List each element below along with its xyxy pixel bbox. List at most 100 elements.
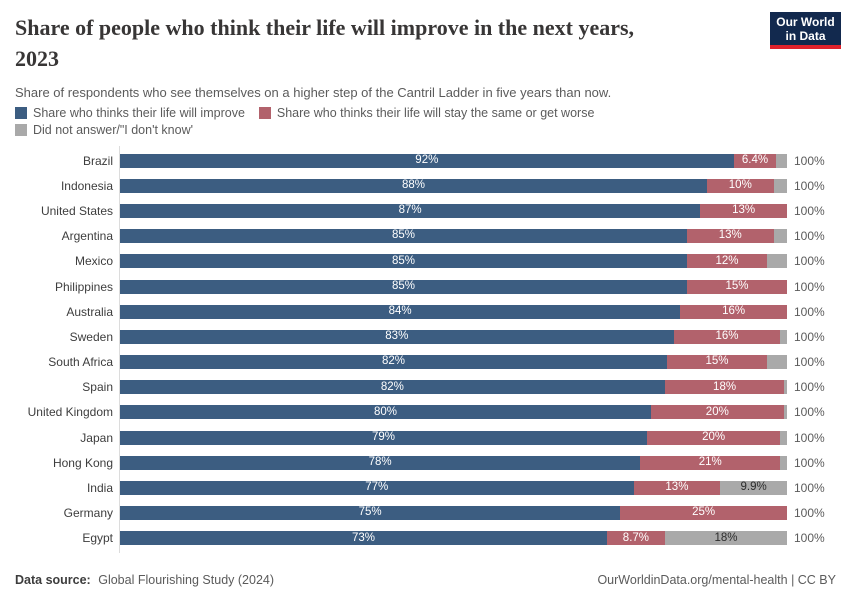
bar-track: 79% 20%	[120, 430, 787, 445]
bar-value-label: 73%	[351, 531, 375, 544]
legend-swatch-worse	[258, 106, 271, 119]
bar-segment-improve: 80%	[120, 405, 651, 420]
bar-track: 92% 6.4%	[120, 153, 787, 168]
bar-segment-no-answer	[766, 355, 787, 370]
bar-value-label: 18%	[714, 531, 738, 544]
row-total-label: 100%	[794, 153, 825, 168]
bar-track: 87% 13%	[120, 203, 787, 218]
bar-segment-improve: 92%	[120, 153, 734, 168]
row-total-label: 100%	[794, 481, 825, 496]
chart-row: Mexico 85% 12% 100%	[0, 249, 850, 274]
bar-segment-worse: 20%	[650, 405, 784, 420]
chart-row: Egypt 73% 8.7% 18% 100%	[0, 526, 850, 551]
country-label: United States	[40, 203, 113, 218]
bar-segment-worse: 6.4%	[733, 153, 777, 168]
chart-row: Spain 82% 18% 100%	[0, 375, 850, 400]
chart-row: Brazil 92% 6.4% 100%	[0, 148, 850, 173]
bar-segment-improve: 84%	[120, 304, 681, 319]
row-total-label: 100%	[794, 430, 825, 445]
country-label: Egypt	[82, 531, 113, 546]
bar-value-label: 77%	[365, 481, 389, 494]
bar-segment-worse: 25%	[620, 506, 787, 521]
bar-value-label: 85%	[391, 279, 415, 292]
bar-value-label: 20%	[702, 430, 726, 443]
bar-value-label: 79%	[371, 430, 395, 443]
chart-row: Australia 84% 16% 100%	[0, 299, 850, 324]
row-total-label: 100%	[794, 304, 825, 319]
chart-row: Japan 79% 20% 100%	[0, 425, 850, 450]
bar-segment-improve: 88%	[120, 178, 707, 193]
legend-row-2: Did not answer/"I don't know'	[15, 121, 608, 138]
row-total-label: 100%	[794, 178, 825, 193]
bar-value-label: 15%	[725, 279, 749, 292]
bar-segment-worse: 15%	[686, 279, 787, 294]
chart-title-line2: 2023	[15, 46, 59, 71]
bar-value-label: 82%	[380, 380, 404, 393]
bar-value-label: 92%	[415, 153, 439, 166]
bar-value-label: 78%	[368, 456, 392, 469]
bar-value-label: 13%	[732, 204, 756, 217]
bar-value-label: 82%	[381, 355, 405, 368]
owid-logo-red-strip	[770, 45, 841, 49]
bar-segment-no-answer	[780, 329, 787, 344]
row-total-label: 100%	[794, 531, 825, 546]
bar-segment-worse: 13%	[633, 481, 721, 496]
bar-segment-no-answer	[780, 430, 787, 445]
bar-track: 82% 18%	[120, 380, 787, 395]
bar-segment-worse: 21%	[640, 455, 781, 470]
bar-value-label: 18%	[713, 380, 737, 393]
bar-segment-no-answer: 18%	[664, 531, 787, 546]
row-total-label: 100%	[794, 203, 825, 218]
country-label: South Africa	[48, 355, 113, 370]
chart-row: Argentina 85% 13% 100%	[0, 224, 850, 249]
bar-track: 83% 16%	[120, 329, 787, 344]
chart-footer: Data source: Global Flourishing Study (2…	[15, 573, 836, 587]
bar-value-label: 8.7%	[622, 531, 650, 544]
bar-track: 82% 15%	[120, 355, 787, 370]
bar-value-label: 75%	[358, 506, 382, 519]
country-label: Hong Kong	[52, 455, 113, 470]
legend-row-1: Share who thinks their life will improve…	[15, 104, 608, 121]
bar-segment-improve: 77%	[120, 481, 634, 496]
bar-value-label: 85%	[391, 229, 415, 242]
bar-value-label: 12%	[715, 254, 739, 267]
country-label: India	[86, 481, 113, 496]
chart-row: Indonesia 88% 10% 100%	[0, 173, 850, 198]
legend-swatch-no-answer	[15, 123, 27, 136]
chart: Brazil 92% 6.4% 100% Indonesia 88% 10% 100% Unit…	[0, 146, 850, 553]
legend-label-no-answer: Did not answer/"I don't know'	[33, 122, 193, 137]
bar-value-label: 83%	[385, 330, 409, 343]
chart-row: Sweden 83% 16% 100%	[0, 324, 850, 349]
bar-segment-improve: 82%	[120, 380, 665, 395]
bar-segment-improve: 82%	[120, 355, 667, 370]
bar-value-label: 16%	[722, 304, 746, 317]
country-label: Germany	[63, 506, 113, 521]
bar-value-label: 84%	[388, 304, 412, 317]
chart-row: Philippines 85% 15% 100%	[0, 274, 850, 299]
bar-segment-no-answer: 9.9%	[720, 481, 787, 496]
data-source: Data source: Global Flourishing Study (2…	[15, 573, 274, 587]
bar-segment-improve: 85%	[120, 279, 687, 294]
data-source-value: Global Flourishing Study (2024)	[98, 573, 275, 587]
row-total-label: 100%	[794, 229, 825, 244]
row-total-label: 100%	[794, 329, 825, 344]
bar-value-label: 20%	[705, 405, 729, 418]
chart-row: United Kingdom 80% 20% 100%	[0, 400, 850, 425]
country-label: Indonesia	[60, 178, 113, 193]
bar-track: 80% 20%	[120, 405, 787, 420]
legend-swatch-improve	[15, 106, 27, 119]
legend-item-worse: Share who thinks their life will stay th…	[258, 106, 594, 120]
bar-track: 85% 15%	[120, 279, 787, 294]
legend: Share who thinks their life will improve…	[15, 104, 608, 138]
owid-logo-text: Our World in Data	[776, 15, 835, 43]
bar-value-label: 87%	[398, 204, 422, 217]
bar-value-label: 85%	[391, 254, 415, 267]
owid-logo: Our World in Data	[770, 12, 841, 49]
legend-item-improve: Share who thinks their life will improve	[15, 106, 245, 120]
bar-value-label: 16%	[715, 330, 739, 343]
chart-title: Share of people who think their life wil…	[15, 12, 634, 74]
country-label: Argentina	[61, 229, 113, 244]
bar-segment-no-answer	[773, 178, 787, 193]
bar-value-label: 13%	[718, 229, 742, 242]
